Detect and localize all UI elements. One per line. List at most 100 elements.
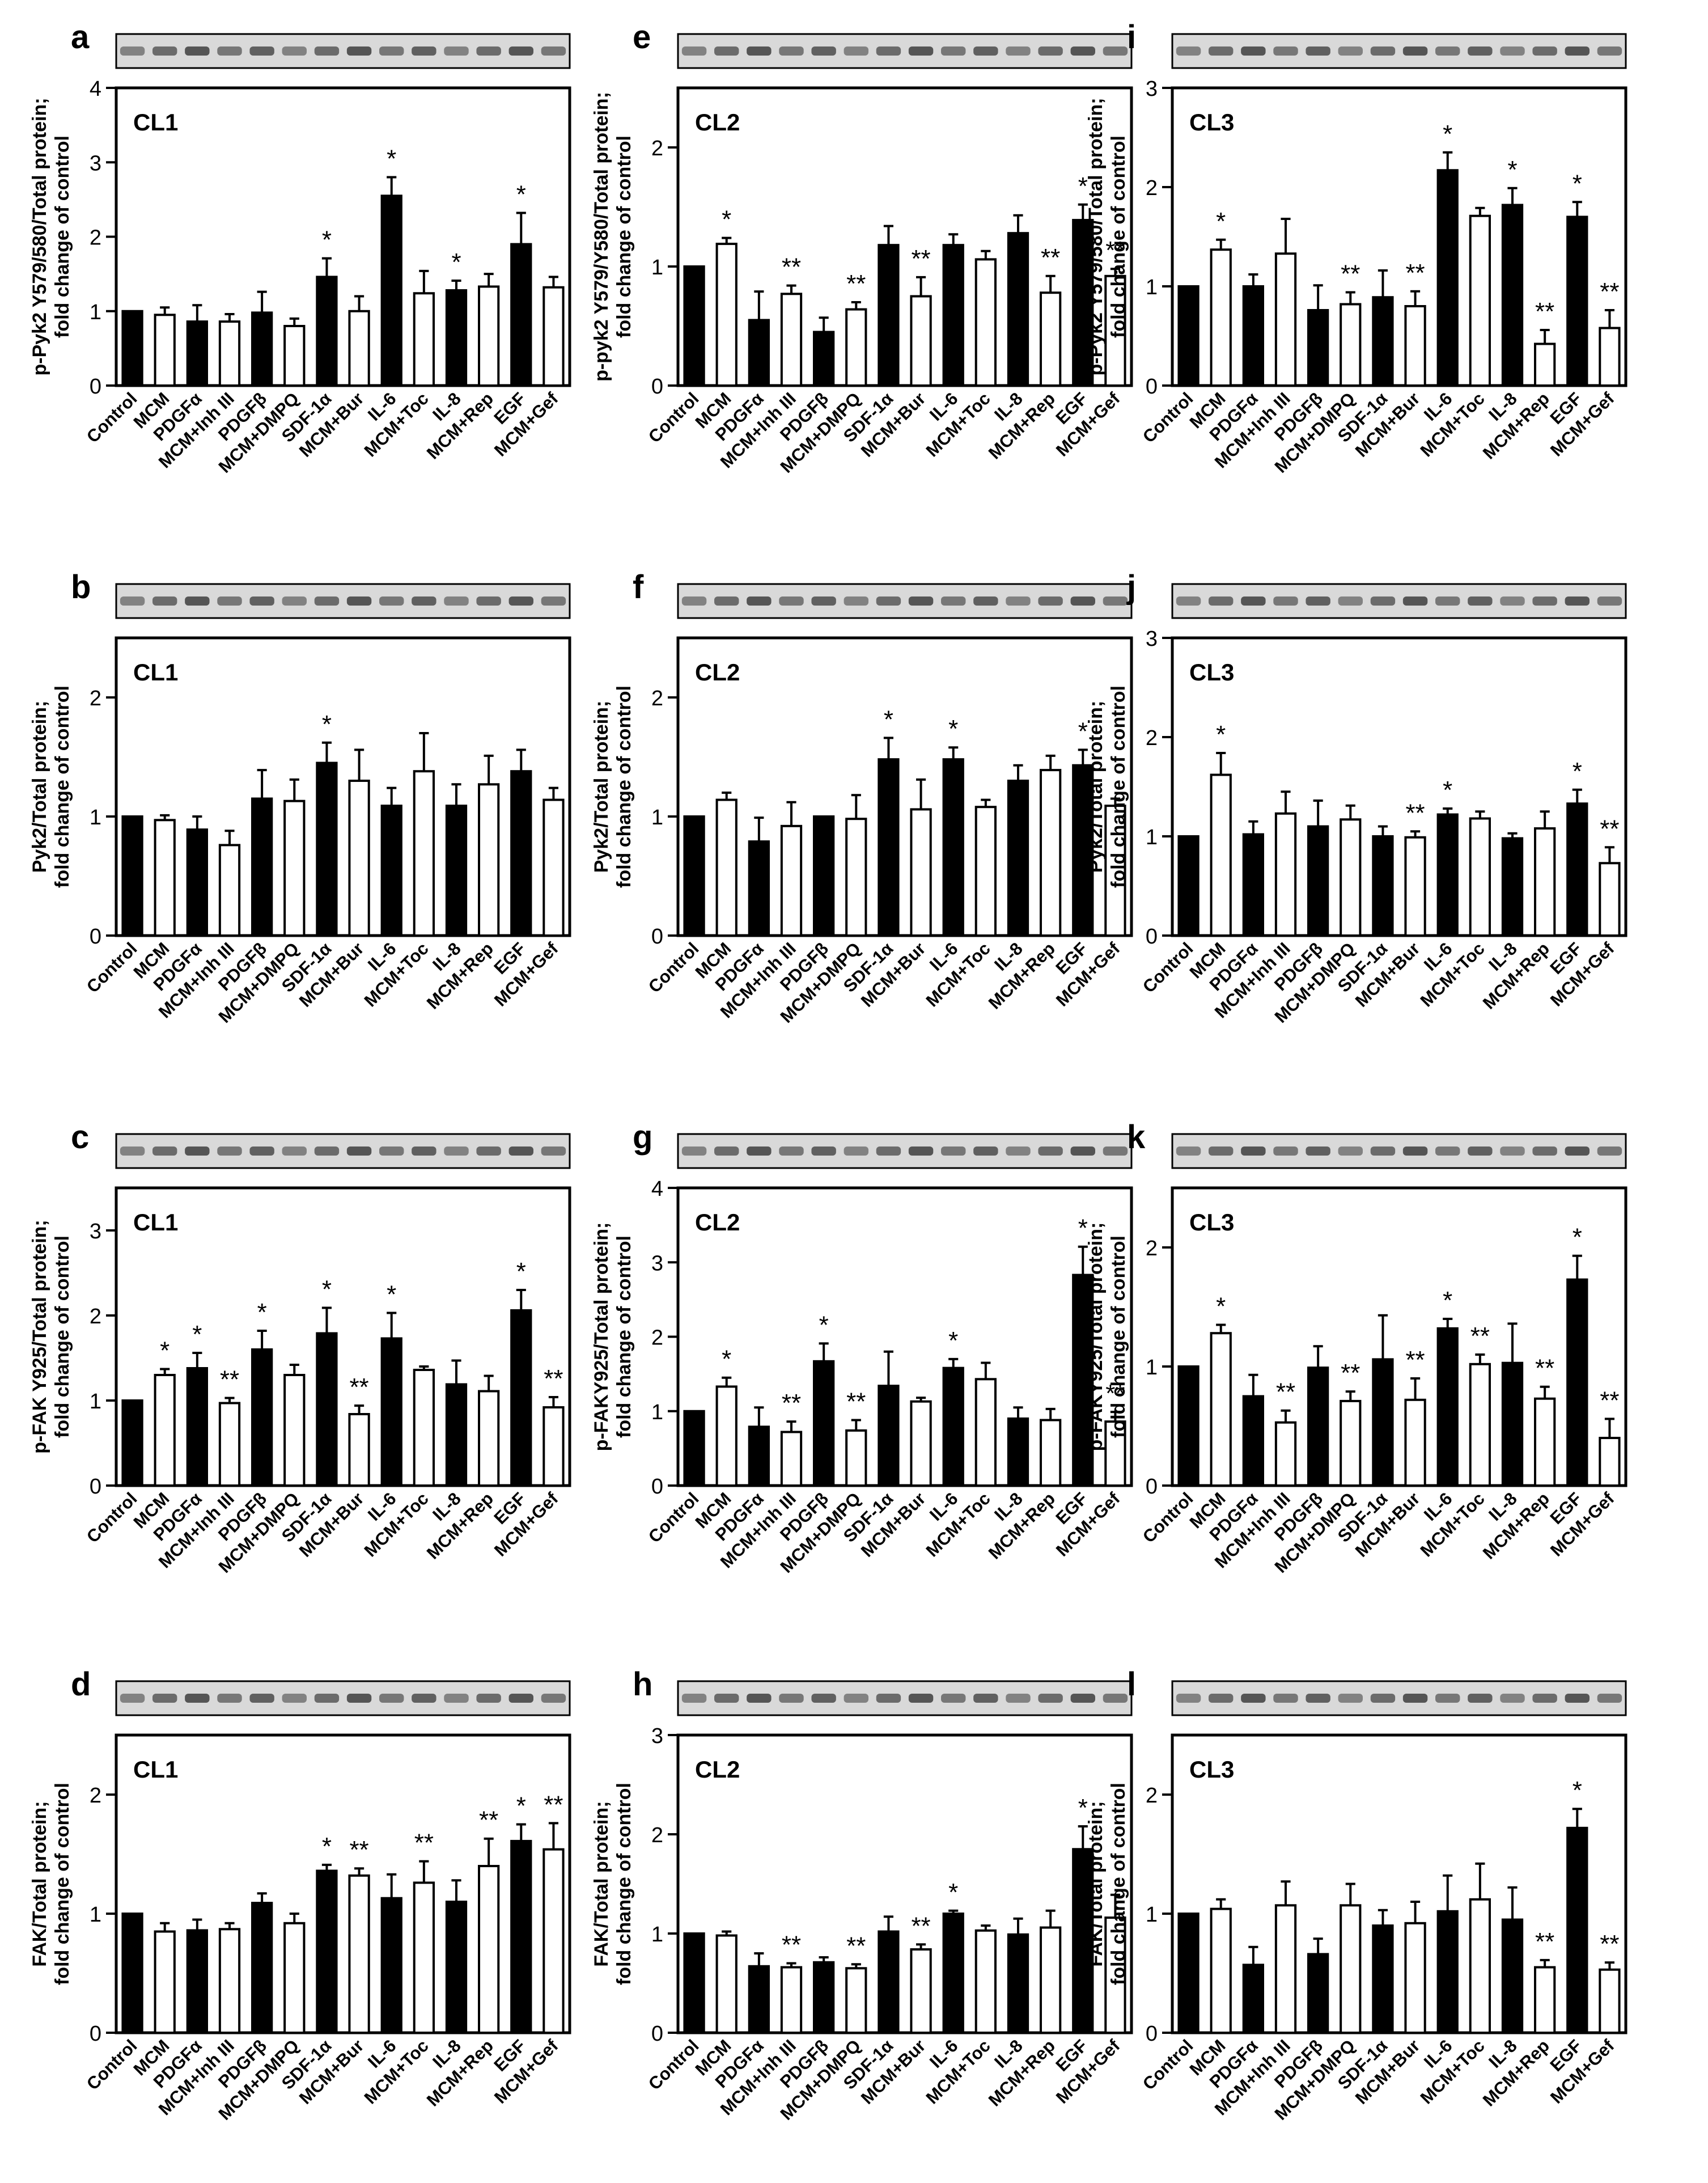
blot-band — [379, 1694, 404, 1703]
bar-MCM — [154, 1374, 176, 1487]
bar-MCM+DMPQ — [1340, 1399, 1362, 1487]
y-tick-label: 1 — [651, 1923, 663, 1947]
y-tick-label: 1 — [651, 256, 663, 280]
blot-band — [508, 1147, 533, 1156]
blot-strip — [115, 33, 571, 69]
blot-band — [811, 1694, 836, 1703]
blot-band — [1435, 1694, 1460, 1703]
significance-mark: * — [1078, 1215, 1088, 1242]
blot-band — [476, 46, 501, 56]
blot-band — [444, 46, 469, 56]
bar-Control — [683, 265, 705, 387]
bar-MCM+Inh III — [780, 824, 803, 937]
y-tick-label: 2 — [1146, 726, 1158, 750]
bar-Control — [121, 1399, 143, 1487]
blot-band — [1435, 46, 1460, 56]
bar-MCM+Gef — [1104, 1420, 1126, 1487]
significance-mark: ** — [782, 253, 801, 281]
blot-strip — [677, 1133, 1133, 1169]
blot-band — [1500, 46, 1525, 56]
y-tick-label: 3 — [90, 1220, 101, 1243]
bar-MCM+Bur — [910, 1400, 932, 1487]
bar-MCM+Bur — [1404, 1398, 1426, 1487]
axes-frame — [115, 1733, 571, 2034]
blot-band — [1370, 46, 1396, 56]
bar-PDGFβ — [1307, 1367, 1329, 1487]
y-axis-label: FAK/Total protein;fold change of control — [591, 1783, 635, 1985]
bar-SDF-1α — [1372, 1358, 1394, 1487]
blot-band — [1370, 1147, 1396, 1156]
bar-MCM+Rep — [1040, 291, 1062, 387]
bar-Control — [683, 1410, 705, 1487]
blot-band — [541, 1694, 566, 1703]
blot-band — [476, 1694, 501, 1703]
cell-line-label: CL1 — [133, 1209, 178, 1236]
bar-IL-8 — [1007, 1417, 1029, 1487]
panel-letter: g — [633, 1119, 652, 1156]
bar-MCM+Gef — [1599, 862, 1621, 937]
bar-SDF-1α — [316, 276, 338, 387]
y-axis-label-line: FAK/Total protein; — [1085, 1801, 1107, 1966]
significance-mark: ** — [1600, 1930, 1619, 1958]
bar-EGF — [1072, 1848, 1094, 2034]
significance-mark: ** — [911, 1912, 930, 1940]
bar-Control — [1177, 1913, 1200, 2034]
y-axis-label-line: p-pyk2 Y579/Y580/Total protein; — [591, 92, 612, 382]
bar-MCM+Inh III — [1274, 812, 1297, 937]
bar-MCM+Gef — [1599, 1968, 1621, 2034]
blot-band — [1532, 596, 1557, 606]
significance-mark: ** — [911, 245, 930, 273]
significance-mark: ** — [1405, 259, 1425, 287]
bar-PDGFβ — [251, 311, 273, 387]
cell-line-label: CL1 — [133, 659, 178, 686]
bar-SDF-1α — [316, 1869, 338, 2034]
blot-band — [681, 1147, 707, 1156]
blot-band — [346, 1694, 372, 1703]
blot-strip — [1171, 33, 1627, 69]
blot-band — [1070, 1147, 1095, 1156]
blot-band — [1306, 46, 1330, 56]
bar-MCM+Inh III — [780, 1431, 803, 1487]
panel-d: d CL1 0 1 2 FAK/Total protein;fold change of … — [29, 1666, 571, 2124]
y-tick-label: 1 — [1146, 1903, 1158, 1927]
blot-band — [1006, 46, 1031, 56]
blot-band — [282, 1694, 307, 1703]
significance-mark: ** — [1341, 260, 1360, 288]
bar-MCM+Bur — [910, 808, 932, 937]
bar-Control — [121, 310, 143, 387]
bar-MCM+Rep — [1534, 342, 1556, 387]
significance-mark: * — [322, 226, 332, 254]
blot-band — [1532, 1694, 1557, 1703]
y-tick-label: 0 — [1146, 2022, 1158, 2046]
panel-letter: k — [1127, 1119, 1146, 1156]
bar-EGF — [510, 1839, 532, 2034]
bar-MCM+Bur — [1404, 305, 1426, 387]
significance-mark: ** — [1600, 815, 1619, 843]
significance-mark: * — [1573, 1776, 1582, 1804]
cell-line-label: CL2 — [695, 109, 740, 136]
bar-SDF-1α — [1372, 1924, 1394, 2034]
bar-MCM+Inh III — [1274, 252, 1297, 387]
blot-band — [1338, 46, 1363, 56]
blot-band — [811, 46, 836, 56]
y-tick-label: 0 — [90, 1475, 101, 1499]
significance-mark: * — [387, 145, 396, 173]
blot-band — [747, 1694, 772, 1703]
blot-band — [1500, 1147, 1525, 1156]
blot-band — [1273, 1694, 1298, 1703]
cell-line-label: CL2 — [695, 659, 740, 686]
y-tick-label: 4 — [651, 1177, 663, 1201]
bar-IL-8 — [1007, 780, 1029, 937]
axes-frame — [1171, 1733, 1628, 2034]
y-axis-label-line: fold change of control — [613, 1236, 635, 1438]
bar-IL-6 — [1436, 813, 1459, 937]
bar-MCM+Gef — [543, 798, 565, 937]
bar-MCM+Bur — [348, 310, 370, 387]
y-axis-label-line: FAK/Total protein; — [29, 1801, 50, 1966]
blot-band — [779, 1694, 804, 1703]
blot-band — [908, 46, 934, 56]
y-axis-label-line: fold change of control — [1108, 1236, 1129, 1438]
significance-mark: * — [1443, 1287, 1452, 1314]
blot-band — [973, 46, 998, 56]
blot-strip — [677, 583, 1133, 619]
